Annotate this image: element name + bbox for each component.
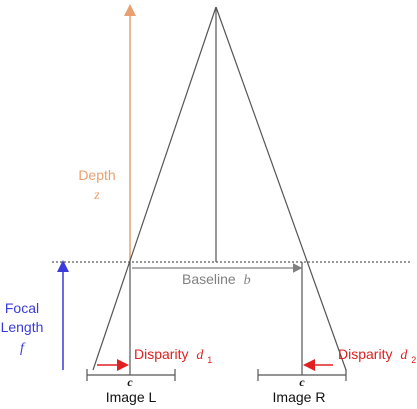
focal-symbol: f [20, 341, 26, 356]
image-right-label: Image R [273, 389, 326, 405]
left-ray [93, 7, 216, 370]
focal-label-line2: Length [1, 319, 44, 335]
depth-label: Depth [78, 167, 115, 183]
disparity-right-label: Disparity d 2 [338, 346, 416, 365]
focal-label-line1: Focal [5, 300, 39, 316]
center-right-label: c [299, 375, 305, 389]
right-ray [216, 7, 346, 370]
baseline-label: Baseline b [182, 271, 251, 288]
disparity-left-label: Disparity d 1 [134, 346, 212, 365]
image-left-label: Image L [106, 389, 157, 405]
center-left-label: c [127, 375, 133, 389]
depth-symbol: z [93, 188, 100, 203]
